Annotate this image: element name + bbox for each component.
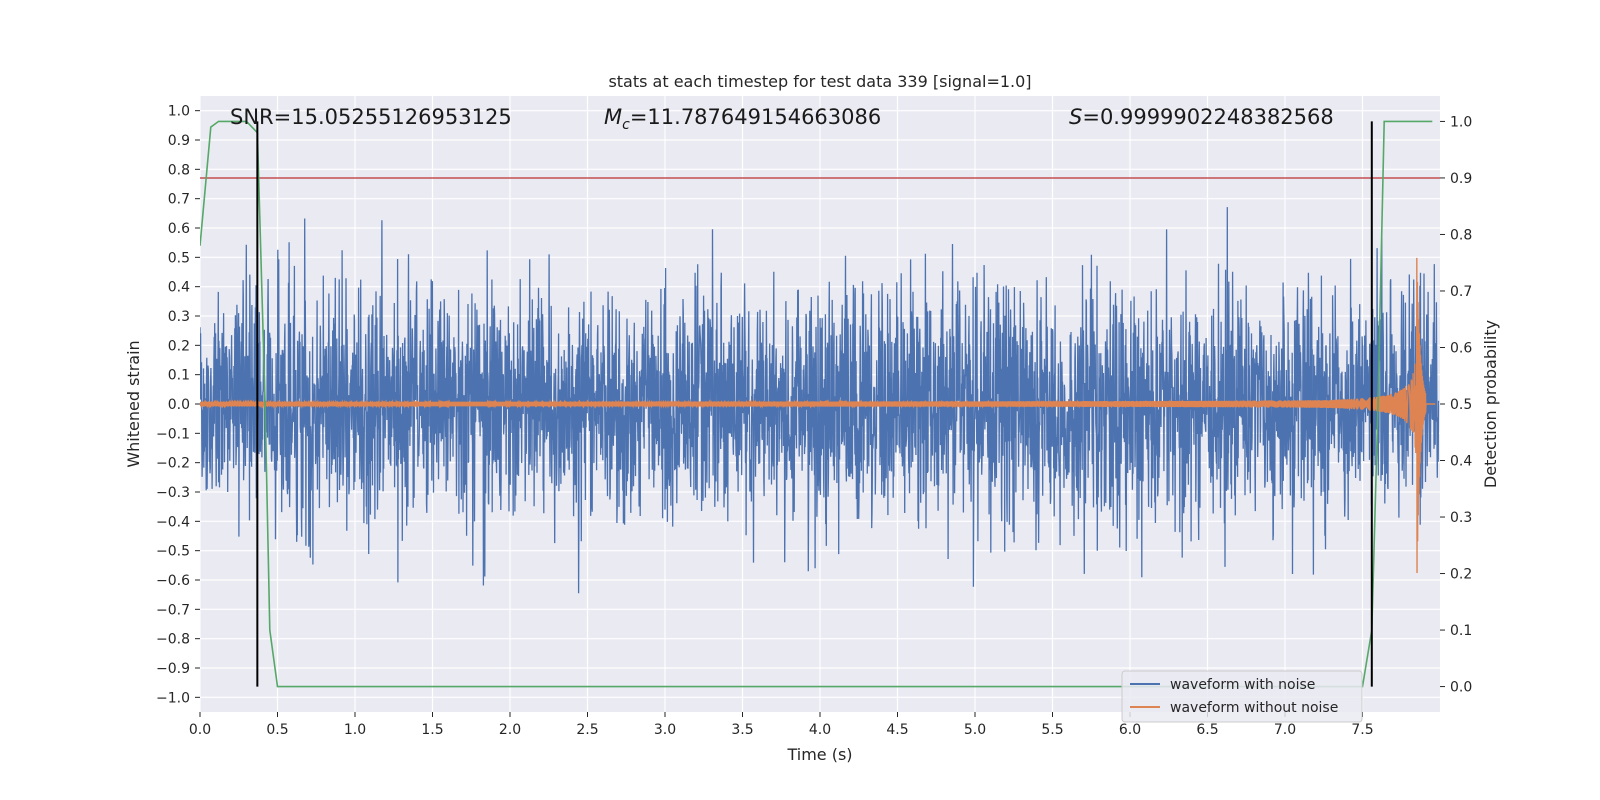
y-tick-label: −1.0 xyxy=(156,690,190,706)
y2-axis-ticks: 1.0 0.9 0.8 0.7 0.6 0.5 0.4 0.3 0.2 0.1 0.0 xyxy=(1440,114,1472,696)
chirp-mass-value: =11.787649154663086 xyxy=(630,105,881,129)
series-waveform-with-noise xyxy=(200,207,1440,594)
legend-box xyxy=(1121,670,1363,723)
x-tick-label: 5.0 xyxy=(964,722,986,738)
y2-tick-label: 1.0 xyxy=(1450,114,1472,130)
y-tick-label: 0.8 xyxy=(168,162,190,178)
y-tick-label: 0.7 xyxy=(168,192,190,208)
y-tick-label: 0.1 xyxy=(168,368,190,384)
vertical-markers xyxy=(256,121,1373,687)
legend: waveform with noise waveform without noi… xyxy=(1121,670,1363,723)
y2-tick-label: 0.1 xyxy=(1450,623,1472,639)
significance-symbol: S xyxy=(1069,105,1082,129)
x-tick-label: 3.5 xyxy=(731,722,753,738)
x-tick-label: 4.0 xyxy=(809,722,831,738)
x-tick-label: 6.5 xyxy=(1196,722,1218,738)
x-tick-label: 1.0 xyxy=(344,722,366,738)
y-tick-label: 0.3 xyxy=(168,309,190,325)
y-axis-label: Whitened strain xyxy=(124,340,143,467)
chirp-mass-symbol: M xyxy=(604,105,622,129)
chirp-mass-annotation: Mc=11.787649154663086 xyxy=(604,105,881,133)
y2-tick-label: 0.6 xyxy=(1450,340,1472,356)
y2-tick-label: 0.2 xyxy=(1450,567,1472,583)
y2-axis-label: Detection probability xyxy=(1481,320,1500,488)
y-tick-label: −0.4 xyxy=(156,514,190,530)
y-tick-label: −0.1 xyxy=(156,426,190,442)
y-tick-label: 0.0 xyxy=(168,397,190,413)
x-tick-label: 0.5 xyxy=(266,722,288,738)
y-tick-label: 0.4 xyxy=(168,280,190,296)
x-axis-label: Time (s) xyxy=(786,745,852,764)
y2-tick-label: 0.5 xyxy=(1450,397,1472,413)
significance-annotation: S=0.9999902248382568 xyxy=(1069,105,1334,129)
snr-annotation: SNR=15.05255126953125 xyxy=(230,105,512,129)
x-tick-label: 7.5 xyxy=(1351,722,1373,738)
y-tick-label: 1.0 xyxy=(168,104,190,120)
y-tick-label: 0.6 xyxy=(168,221,190,237)
y-tick-label: −0.9 xyxy=(156,661,190,677)
chirp-mass-subscript: c xyxy=(622,117,630,133)
series-detection-probability xyxy=(200,120,1433,688)
x-tick-label: 4.5 xyxy=(886,722,908,738)
y-tick-label: −0.6 xyxy=(156,573,190,589)
y-tick-label: −0.7 xyxy=(156,602,190,618)
x-tick-label: 7.0 xyxy=(1274,722,1296,738)
x-tick-label: 6.0 xyxy=(1119,722,1141,738)
y-tick-label: −0.2 xyxy=(156,456,190,472)
y2-tick-label: 0.0 xyxy=(1450,680,1472,696)
y2-tick-label: 0.7 xyxy=(1450,284,1472,300)
x-tick-label: 3.0 xyxy=(654,722,676,738)
x-tick-label: 1.5 xyxy=(421,722,443,738)
y-tick-label: 0.9 xyxy=(168,133,190,149)
y-tick-label: −0.3 xyxy=(156,485,190,501)
x-tick-label: 2.5 xyxy=(576,722,598,738)
x-tick-label: 0.0 xyxy=(189,722,211,738)
y-axis-ticks: 1.0 0.9 0.8 0.7 0.6 0.5 0.4 0.3 0.2 0.1 0.0 −0.1 −0.… xyxy=(156,104,200,706)
legend-label-noise: waveform with noise xyxy=(1170,677,1315,693)
x-tick-label: 5.5 xyxy=(1041,722,1063,738)
y-tick-label: −0.8 xyxy=(156,632,190,648)
y2-tick-label: 0.9 xyxy=(1450,171,1472,187)
y-tick-label: 0.5 xyxy=(168,250,190,266)
y2-tick-label: 0.3 xyxy=(1450,510,1472,526)
series-waveform-without-noise xyxy=(200,257,1436,574)
y-tick-label: −0.5 xyxy=(156,544,190,560)
x-tick-label: 2.0 xyxy=(499,722,521,738)
legend-label-clean: waveform without noise xyxy=(1170,700,1338,716)
chart-title: stats at each timestep for test data 339… xyxy=(608,72,1031,91)
y2-tick-label: 0.8 xyxy=(1450,227,1472,243)
significance-value: =0.9999902248382568 xyxy=(1082,105,1333,129)
x-axis-ticks: 0.0 0.5 1.0 1.5 2.0 2.5 3.0 3.5 4.0 4.5 5.0 5.5 6.0 6… xyxy=(189,712,1374,738)
y2-tick-label: 0.4 xyxy=(1450,454,1472,470)
y-tick-label: 0.2 xyxy=(168,338,190,354)
